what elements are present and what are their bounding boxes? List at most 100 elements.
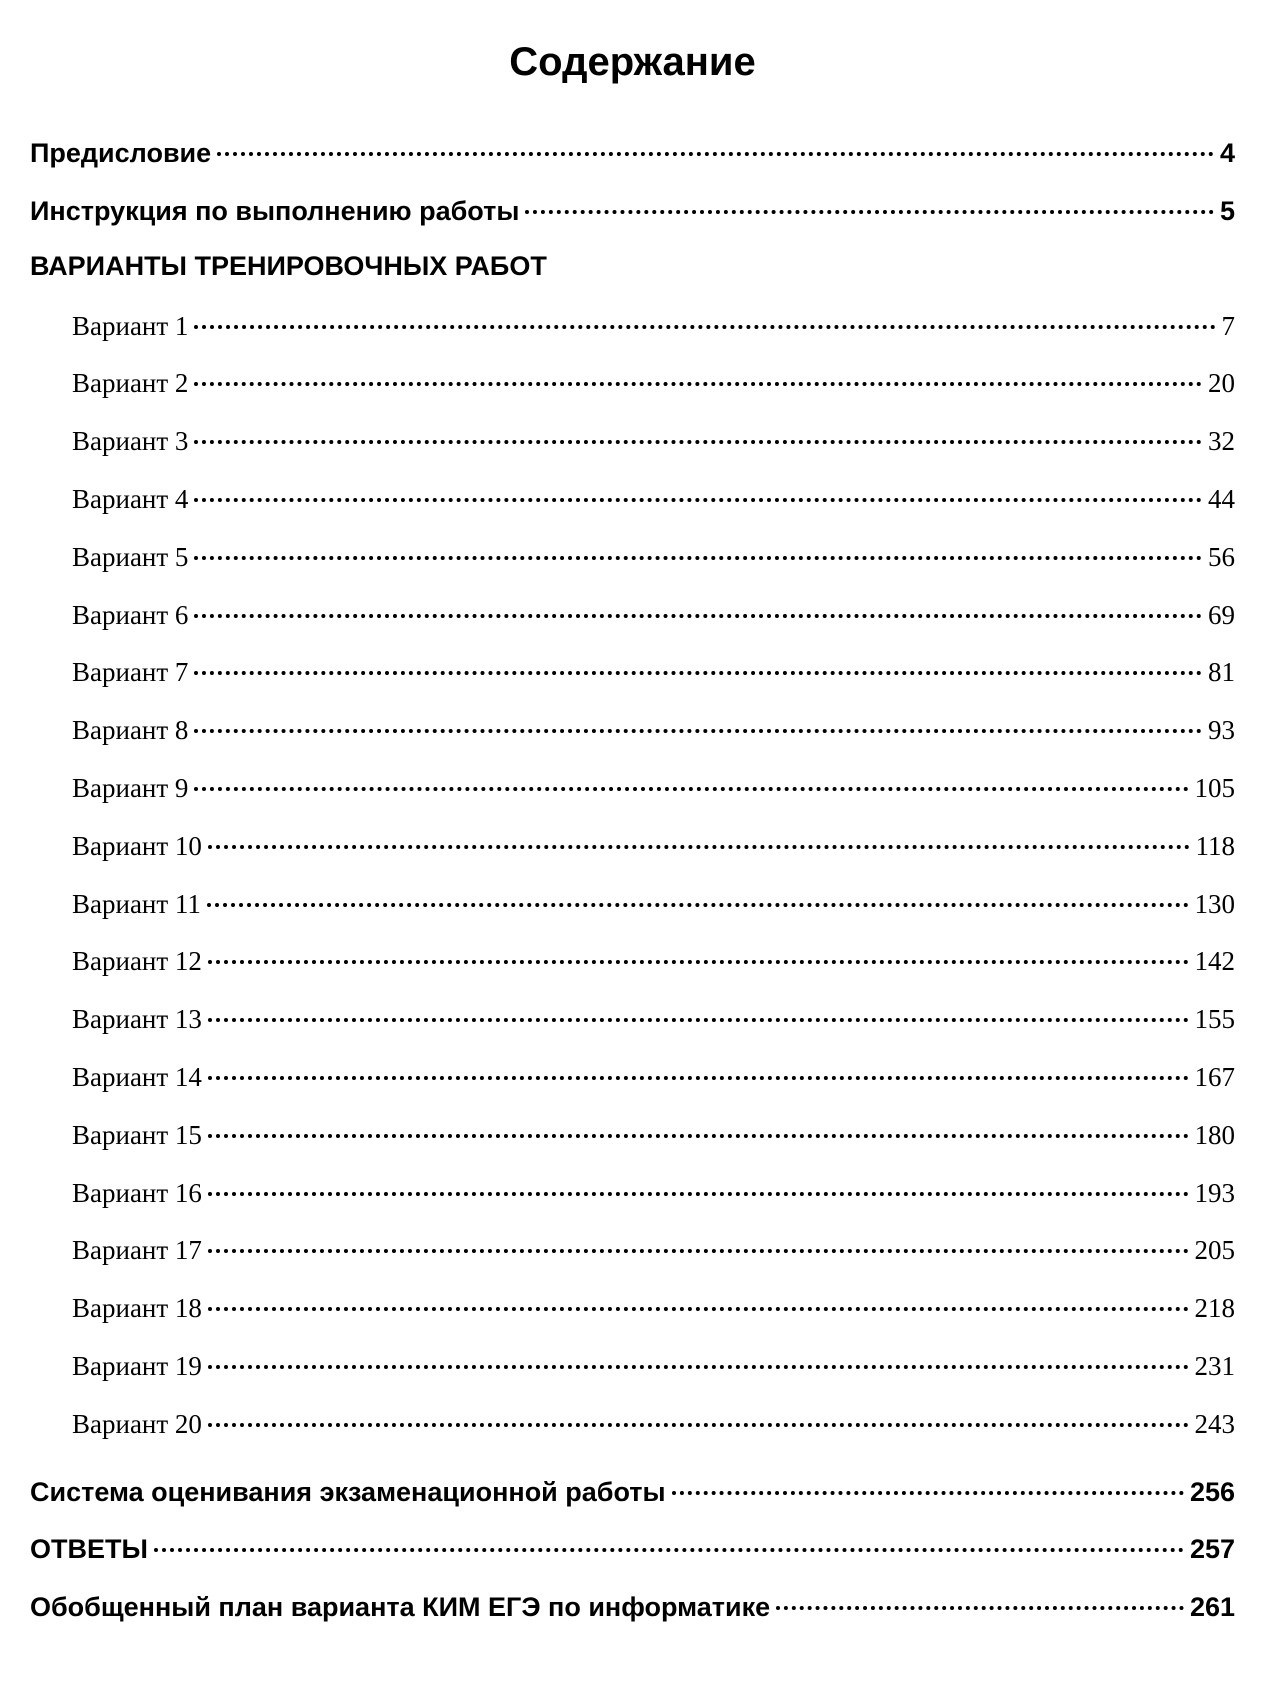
toc-section-heading: ВАРИАНТЫ ТРЕНИРОВОЧНЫХ РАБОТ (30, 251, 1235, 282)
toc-entry-label: Вариант 20 (72, 1406, 206, 1444)
toc-entry-label: Инструкция по выполнению работы (30, 193, 523, 231)
toc-entry-variant-7: Вариант 781 (30, 654, 1235, 692)
toc-entry-page: 5 (1216, 193, 1235, 231)
toc-entry-variant-20: Вариант 20 243 (30, 1406, 1235, 1444)
toc-leader (154, 1548, 1184, 1552)
toc-entry-label: Система оценивания экзаменационной работ… (30, 1474, 670, 1512)
toc-entry-variant-12: Вариант 12142 (30, 943, 1235, 981)
toc-leader (525, 210, 1214, 214)
toc-entry-label: Предисловие (30, 135, 215, 173)
toc-entry-variant-14: Вариант 14 167 (30, 1059, 1235, 1097)
toc-entry-top-0: Предисловие 4 (30, 135, 1235, 173)
toc-entry-variant-5: Вариант 5 56 (30, 539, 1235, 577)
toc-leader (208, 1307, 1189, 1311)
toc-leader (208, 845, 1190, 849)
toc-entry-page: 69 (1204, 597, 1235, 635)
toc-entry-label: Вариант 9 (72, 770, 192, 808)
toc-entry-variant-15: Вариант 15 180 (30, 1117, 1235, 1155)
toc-entry-label: Вариант 8 (72, 712, 192, 750)
toc-entry-page: 130 (1191, 886, 1236, 924)
toc-entry-page: 32 (1204, 423, 1235, 461)
toc-bottom-group: Система оценивания экзаменационной работ… (30, 1474, 1235, 1627)
toc-entry-page: 167 (1191, 1059, 1236, 1097)
toc-leader (208, 1134, 1189, 1138)
toc-leader (208, 1192, 1189, 1196)
toc-entry-label: Вариант 6 (72, 597, 192, 635)
toc-leader (194, 382, 1202, 386)
toc-entry-top-1: Инструкция по выполнению работы 5 (30, 193, 1235, 231)
toc-variants-group: Вариант 17Вариант 220Вариант 332Вариант … (30, 308, 1235, 1444)
toc-entry-variant-18: Вариант 18 218 (30, 1290, 1235, 1328)
toc-entry-label: Вариант 13 (72, 1001, 206, 1039)
toc-leader (194, 729, 1202, 733)
toc-entry-page: 243 (1191, 1406, 1236, 1444)
toc-entry-page: 118 (1192, 828, 1236, 866)
page-title: Содержание (30, 40, 1235, 85)
toc-leader (208, 1076, 1189, 1080)
toc-leader (217, 152, 1214, 156)
toc-entry-page: 257 (1186, 1531, 1235, 1569)
toc-entry-page: 44 (1204, 481, 1235, 519)
toc-entry-variant-4: Вариант 4 44 (30, 481, 1235, 519)
toc-entry-label: Вариант 1 (72, 308, 192, 346)
toc-entry-page: 4 (1216, 135, 1235, 173)
toc-entry-label: Вариант 4 (72, 481, 192, 519)
toc-entry-label: Вариант 5 (72, 539, 192, 577)
toc-leader (194, 671, 1202, 675)
toc-entry-label: Вариант 2 (72, 365, 192, 403)
toc-entry-label: Вариант 10 (72, 828, 206, 866)
toc-entry-label: Вариант 3 (72, 423, 192, 461)
toc-entry-page: 81 (1204, 654, 1235, 692)
toc-entry-page: 180 (1191, 1117, 1236, 1155)
toc-leader (208, 960, 1189, 964)
toc-entry-label: Вариант 12 (72, 943, 206, 981)
toc-entry-variant-1: Вариант 1 7 (30, 308, 1235, 346)
toc-entry-page: 56 (1204, 539, 1235, 577)
toc-entry-label: Вариант 19 (72, 1348, 206, 1386)
toc-entry-page: 93 (1204, 712, 1235, 750)
toc-entry-page: 7 (1218, 308, 1236, 346)
toc-leader (194, 556, 1202, 560)
toc-entry-label: Вариант 17 (72, 1232, 206, 1270)
toc-entry-label: Вариант 15 (72, 1117, 206, 1155)
toc-entry-page: 256 (1186, 1474, 1235, 1512)
toc-entry-page: 193 (1191, 1175, 1236, 1213)
toc-entry-page: 105 (1191, 770, 1236, 808)
toc-entry-variant-13: Вариант 13 155 (30, 1001, 1235, 1039)
toc-leader (194, 325, 1215, 329)
toc-entry-variant-16: Вариант 16 193 (30, 1175, 1235, 1213)
toc-entry-page: 20 (1204, 365, 1235, 403)
toc-leader (776, 1606, 1184, 1610)
toc-entry-label: Вариант 11 (72, 886, 205, 924)
toc-leader (207, 903, 1189, 907)
toc-entry-variant-6: Вариант 6 69 (30, 597, 1235, 635)
toc-entry-bottom-1: ОТВЕТЫ 257 (30, 1531, 1235, 1569)
toc-entry-variant-9: Вариант 9 105 (30, 770, 1235, 808)
toc-entry-variant-17: Вариант 17 205 (30, 1232, 1235, 1270)
toc-entry-variant-19: Вариант 19 231 (30, 1348, 1235, 1386)
toc-entry-page: 218 (1191, 1290, 1236, 1328)
toc-entry-label: Вариант 14 (72, 1059, 206, 1097)
toc-top-group: Предисловие 4 Инструкция по выполнению раб… (30, 135, 1235, 231)
toc-entry-variant-10: Вариант 10 118 (30, 828, 1235, 866)
toc-entry-variant-3: Вариант 3 32 (30, 423, 1235, 461)
toc-leader (194, 787, 1188, 791)
toc-entry-page: 155 (1191, 1001, 1236, 1039)
toc-entry-label: ОТВЕТЫ (30, 1531, 152, 1569)
toc-entry-variant-8: Вариант 8 93 (30, 712, 1235, 750)
toc-entry-variant-2: Вариант 2 20 (30, 365, 1235, 403)
toc-leader (194, 440, 1202, 444)
toc-leader (208, 1018, 1189, 1022)
toc-leader (194, 614, 1202, 618)
toc-entry-label: Вариант 18 (72, 1290, 206, 1328)
toc-leader (208, 1423, 1189, 1427)
toc-leader (194, 498, 1202, 502)
toc-entry-page: 205 (1191, 1232, 1236, 1270)
toc-entry-page: 231 (1191, 1348, 1236, 1386)
toc-leader (208, 1365, 1189, 1369)
toc-entry-variant-11: Вариант 11 130 (30, 886, 1235, 924)
toc-entry-bottom-0: Система оценивания экзаменационной работ… (30, 1474, 1235, 1512)
toc-entry-label: Вариант 16 (72, 1175, 206, 1213)
toc-leader (672, 1491, 1184, 1495)
toc-leader (208, 1249, 1189, 1253)
